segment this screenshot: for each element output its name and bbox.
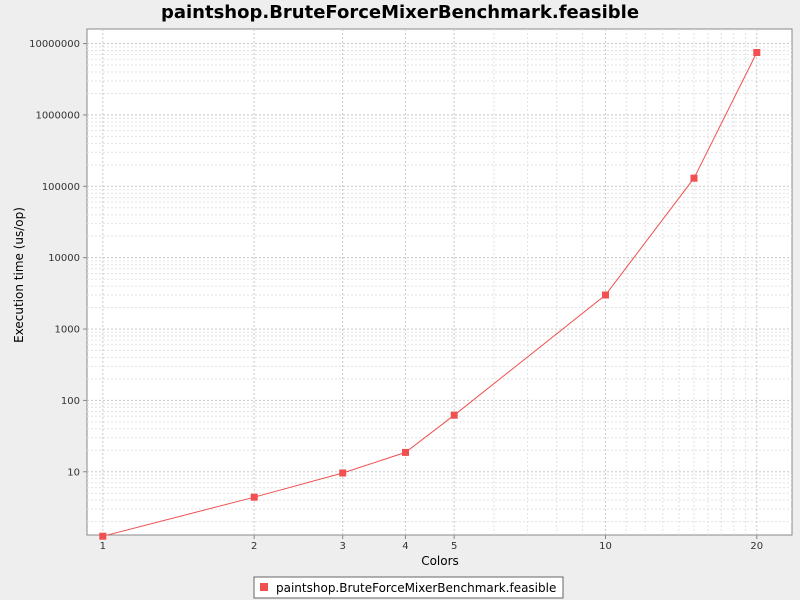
legend: paintshop.BruteForceMixerBenchmark.feasi… bbox=[253, 576, 564, 599]
chart-title: paintshop.BruteForceMixerBenchmark.feasi… bbox=[161, 2, 639, 23]
y-tick-label: 100 bbox=[61, 396, 80, 407]
legend-box bbox=[253, 576, 564, 599]
data-point-marker bbox=[99, 532, 107, 540]
legend-label: paintshop.BruteForceMixerBenchmark.feasi… bbox=[276, 581, 556, 595]
grid-lines bbox=[87, 29, 792, 535]
data-point-marker bbox=[339, 469, 347, 477]
data-point-marker bbox=[690, 174, 698, 182]
data-point-marker bbox=[250, 493, 258, 501]
y-tick-label: 1000000 bbox=[35, 110, 80, 121]
x-axis-label: Colors bbox=[421, 554, 459, 568]
series-layer bbox=[99, 49, 761, 540]
y-tick-label: 1000 bbox=[55, 325, 80, 336]
x-tick-label: 10 bbox=[599, 541, 612, 552]
axes: 10 100 1000 10000 100000 1000000 10000000 1 2 3 4 5… bbox=[29, 39, 763, 552]
data-point-marker bbox=[602, 291, 609, 299]
x-tick-label: 2 bbox=[251, 541, 257, 552]
data-point-marker bbox=[753, 49, 761, 56]
data-point-marker bbox=[402, 448, 409, 456]
y-tick-label: 10000 bbox=[48, 253, 80, 264]
plot-area bbox=[86, 28, 793, 536]
x-tick-label: 20 bbox=[750, 541, 763, 552]
legend-marker bbox=[260, 583, 268, 591]
x-tick-label: 4 bbox=[402, 541, 408, 552]
y-tick-label: 10 bbox=[67, 467, 80, 478]
y-tick-label: 10000000 bbox=[29, 39, 80, 50]
x-tick-label: 1 bbox=[100, 541, 106, 552]
y-axis-label: Execution time (us/op) bbox=[12, 207, 26, 343]
data-point-marker bbox=[450, 411, 458, 419]
y-tick-label: 100000 bbox=[42, 182, 80, 193]
x-tick-label: 3 bbox=[339, 541, 345, 552]
series-line bbox=[102, 52, 758, 537]
x-tick-label: 5 bbox=[451, 541, 457, 552]
